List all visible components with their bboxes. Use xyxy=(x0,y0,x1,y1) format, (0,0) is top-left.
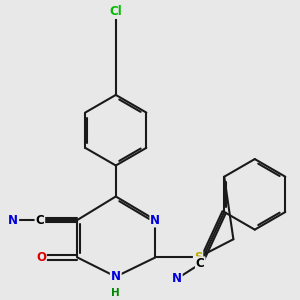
Text: H: H xyxy=(111,288,120,298)
Text: Cl: Cl xyxy=(110,5,122,18)
Text: N: N xyxy=(8,214,18,226)
Text: N: N xyxy=(150,214,160,226)
Text: C: C xyxy=(196,257,205,270)
Text: S: S xyxy=(194,251,203,264)
Text: C: C xyxy=(35,214,44,226)
Text: N: N xyxy=(111,270,121,283)
Text: O: O xyxy=(36,251,46,264)
Text: N: N xyxy=(172,272,182,285)
